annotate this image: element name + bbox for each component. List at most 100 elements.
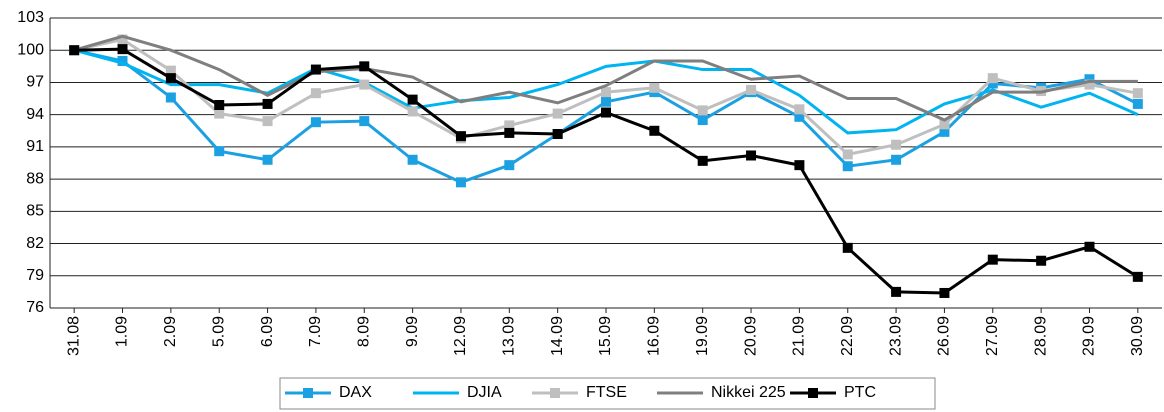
marker (407, 94, 418, 105)
y-tick-label: 94 (26, 106, 44, 123)
marker (1132, 98, 1143, 109)
x-tick-label: 22.09 (839, 316, 856, 356)
marker (310, 88, 321, 99)
marker (891, 154, 902, 165)
marker (165, 73, 176, 84)
x-tick-label: 20.09 (742, 316, 759, 356)
x-tick-label: 26.09 (936, 316, 953, 356)
x-tick-label: 19.09 (694, 316, 711, 356)
x-tick-label: 12.09 (452, 316, 469, 356)
marker (601, 107, 611, 118)
x-tick-label: 27.09 (984, 316, 1001, 356)
marker (455, 131, 466, 142)
marker (69, 45, 80, 56)
marker (214, 108, 225, 119)
marker (1084, 241, 1095, 252)
x-tick-label: 6.09 (259, 316, 276, 347)
marker (1084, 79, 1095, 90)
marker (601, 87, 611, 98)
marker (117, 55, 128, 66)
marker (359, 79, 370, 90)
marker (310, 117, 321, 128)
y-tick-label: 88 (26, 170, 44, 187)
marker (165, 92, 176, 103)
marker (262, 154, 273, 165)
marker (407, 106, 418, 117)
marker (601, 96, 611, 107)
series-line (73, 34, 1138, 122)
marker (746, 150, 757, 161)
series-line (73, 48, 1139, 135)
marker (117, 44, 128, 55)
marker (794, 111, 805, 122)
marker (649, 125, 660, 136)
marker (552, 129, 563, 139)
y-tick-label: 85 (26, 203, 44, 220)
legend-label: FTSE (586, 384, 627, 401)
marker (504, 127, 515, 138)
legend-marker (808, 388, 818, 398)
x-tick-label: 5.09 (210, 316, 227, 347)
marker (310, 64, 321, 75)
x-tick-label: 2.09 (162, 316, 179, 347)
x-tick-label: 9.09 (404, 316, 421, 347)
legend-label: Nikkei 225 (711, 384, 786, 401)
marker (1084, 74, 1095, 85)
marker (939, 119, 950, 130)
marker (987, 73, 998, 84)
marker (697, 105, 708, 116)
x-tick-label: 29.09 (1081, 316, 1098, 356)
marker (939, 287, 950, 298)
marker (649, 82, 660, 93)
marker (987, 78, 998, 89)
x-tick-label: 16.09 (646, 316, 663, 356)
marker (214, 100, 225, 110)
marker (891, 286, 902, 297)
marker (262, 116, 273, 127)
marker (1132, 271, 1143, 282)
x-tick-label: 31.08 (65, 316, 82, 356)
legend-label: DJIA (467, 384, 502, 401)
x-tick-label: 23.09 (887, 316, 904, 356)
marker (891, 139, 902, 150)
legend-label: PTC (844, 384, 876, 401)
marker (359, 61, 370, 72)
marker (504, 160, 515, 171)
legend-marker (550, 388, 560, 398)
marker (697, 155, 708, 166)
y-tick-label: 97 (26, 74, 44, 91)
x-tick-label: 21.09 (791, 316, 808, 356)
y-tick-label: 100 (17, 41, 44, 58)
marker (214, 146, 225, 157)
marker (987, 254, 998, 265)
marker (552, 108, 563, 119)
x-tick-label: 1.09 (114, 316, 131, 347)
legend-label: DAX (339, 384, 372, 401)
marker (165, 65, 176, 76)
x-tick-label: 8.09 (355, 316, 372, 347)
marker (1036, 255, 1047, 266)
marker (407, 154, 418, 165)
marker (455, 177, 466, 188)
marker (842, 161, 853, 172)
marker (697, 115, 708, 126)
x-tick-label: 13.09 (501, 316, 518, 356)
marker (117, 34, 128, 45)
y-tick-label: 103 (17, 9, 44, 26)
marker (939, 126, 950, 137)
y-tick-label: 76 (26, 299, 44, 316)
y-tick-label: 91 (26, 138, 44, 155)
x-tick-label: 28.09 (1032, 316, 1049, 356)
marker (842, 242, 853, 253)
y-tick-label: 82 (26, 235, 44, 252)
y-tick-label: 79 (26, 267, 44, 284)
marker (794, 104, 805, 115)
marker (794, 160, 805, 171)
marker (842, 149, 853, 160)
x-tick-label: 7.09 (307, 316, 324, 347)
marker (262, 98, 273, 109)
marker (359, 116, 370, 127)
marker (504, 120, 515, 131)
marker (746, 84, 757, 95)
